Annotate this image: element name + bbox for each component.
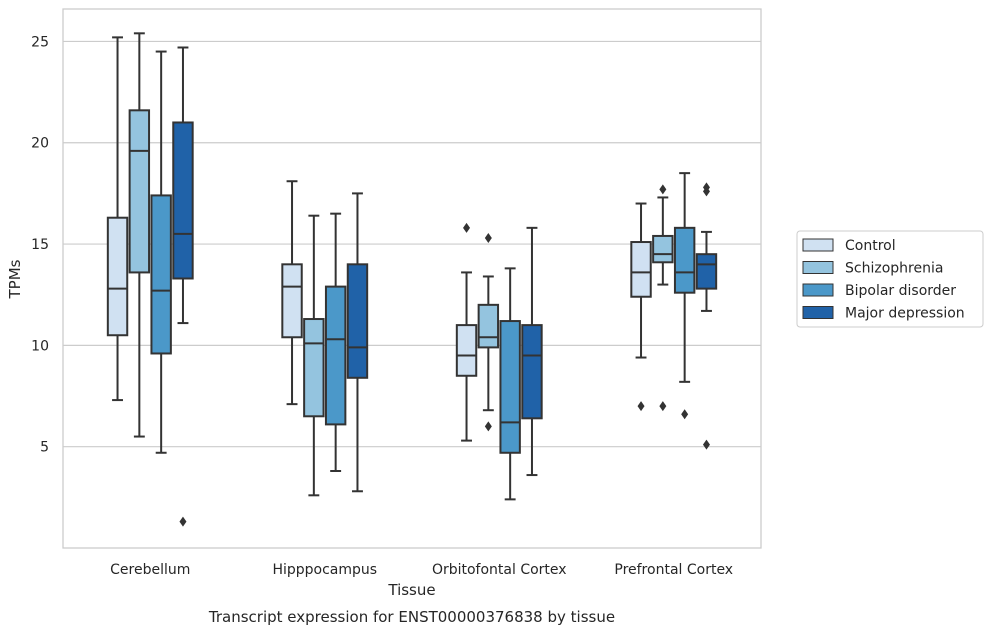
box-iqr <box>652 234 674 264</box>
box-major-depression-1 <box>346 192 369 493</box>
legend-label: Bipolar disorder <box>845 283 956 299</box>
outlier-point <box>484 232 492 243</box>
legend-swatch <box>802 306 834 319</box>
legend-frame <box>796 230 984 328</box>
box-major-depression-3 <box>695 182 718 450</box>
box-iqr <box>303 318 325 418</box>
box-iqr <box>499 320 521 454</box>
box-control-3 <box>630 202 652 412</box>
box-iqr <box>477 303 500 349</box>
box-iqr <box>172 121 194 280</box>
x-tick-label: Cerebellum <box>110 562 190 578</box>
outlier-point <box>463 222 471 233</box>
outlier-point <box>484 421 492 432</box>
box-control-0 <box>106 36 129 402</box>
outlier-point <box>637 401 645 412</box>
y-tick-labels: 5 10 15 20 25 <box>31 34 49 455</box>
plot-frame <box>62 8 762 549</box>
box-schizophrenia-2 <box>477 232 500 432</box>
legend-label: Schizophrenia <box>845 261 943 277</box>
box-iqr <box>455 324 478 377</box>
box-bipolar-disorder-2 <box>499 267 521 501</box>
x-axis-label: Tissue <box>387 581 435 599</box>
legend-swatch <box>802 261 834 274</box>
box-iqr <box>521 324 543 420</box>
box-bipolar-disorder-0 <box>150 50 172 454</box>
box-schizophrenia-0 <box>128 32 151 438</box>
box-iqr <box>281 263 303 339</box>
box-iqr <box>673 226 696 294</box>
box-iqr <box>150 194 172 355</box>
legend-label: Major depression <box>845 306 965 322</box>
box-control-1 <box>281 180 303 406</box>
box-iqr <box>630 241 652 298</box>
y-axis-label: TPMs <box>6 259 24 299</box>
legend-label: Control <box>845 238 896 254</box>
box-iqr <box>128 109 151 274</box>
legend: Control Schizophrenia Bipolar disorder Majo… <box>796 230 984 328</box>
outlier-point <box>681 409 689 420</box>
box-plots <box>106 32 718 527</box>
outlier-point <box>702 439 710 450</box>
box-bipolar-disorder-3 <box>673 172 696 420</box>
y-tick-label: 20 <box>31 136 49 152</box>
outlier-point <box>179 516 187 527</box>
x-tick-label: Orbitofontal Cortex <box>432 562 567 578</box>
outlier-point <box>659 184 667 195</box>
y-tick-label: 10 <box>31 338 49 354</box>
box-schizophrenia-3 <box>652 184 674 412</box>
outlier-point <box>702 182 710 193</box>
box-iqr <box>695 253 718 290</box>
outlier-point <box>659 401 667 412</box>
box-iqr <box>346 263 369 379</box>
x-tick-labels: Cerebellum Hipppocampus Orbitofontal Corte… <box>110 562 733 578</box>
box-iqr <box>106 216 129 337</box>
box-major-depression-0 <box>172 46 194 527</box>
y-tick-label: 5 <box>40 440 49 456</box>
x-tick-label: Prefrontal Cortex <box>614 562 733 578</box>
y-tick-label: 25 <box>31 34 49 50</box>
box-iqr <box>324 285 347 426</box>
legend-swatch <box>802 238 834 252</box>
box-schizophrenia-1 <box>303 214 325 497</box>
box-bipolar-disorder-1 <box>324 212 347 472</box>
box-control-2 <box>455 222 478 442</box>
y-tick-label: 15 <box>31 237 49 253</box>
legend-swatch <box>802 283 834 297</box>
x-tick-label: Hipppocampus <box>272 562 377 578</box>
figure-caption: Transcript expression for ENST0000037683… <box>208 608 615 626</box>
box-major-depression-2 <box>521 226 543 477</box>
